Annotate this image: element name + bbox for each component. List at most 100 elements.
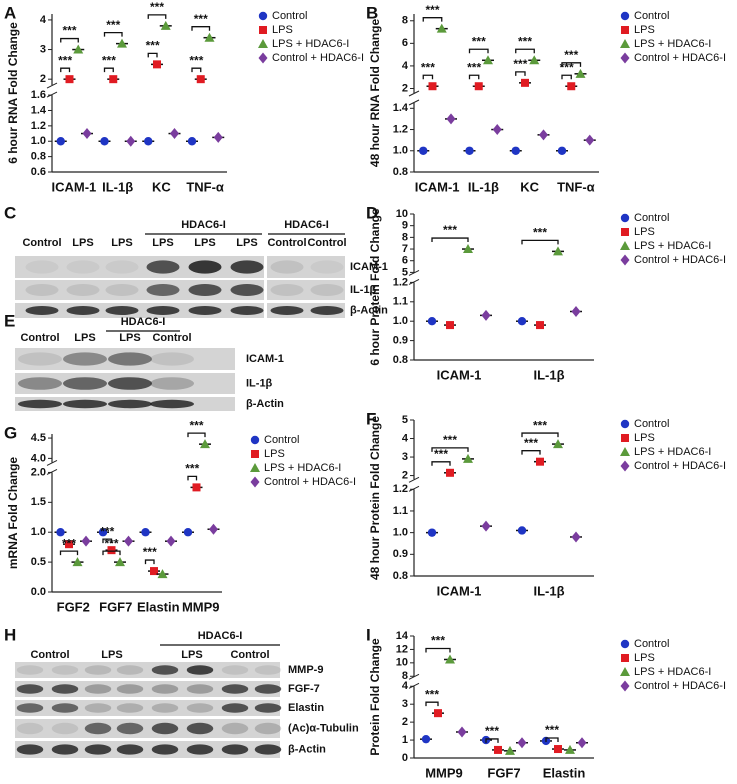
blot-band bbox=[230, 260, 264, 274]
marker bbox=[577, 737, 587, 749]
y-tick-label: 4.0 bbox=[31, 452, 46, 464]
significance-bracket bbox=[103, 67, 114, 73]
marker bbox=[81, 535, 91, 547]
marker bbox=[567, 82, 576, 91]
blot-band bbox=[310, 306, 344, 315]
panel-label: I bbox=[366, 625, 371, 644]
y-tick-label: 1.6 bbox=[31, 89, 46, 101]
significance-bracket bbox=[187, 475, 198, 481]
blot-band bbox=[270, 306, 304, 315]
blot-lane-label: Control bbox=[307, 237, 346, 249]
legend-label: LPS bbox=[634, 226, 655, 238]
legend-label: LPS + HDAC6-I bbox=[634, 38, 711, 50]
y-tick-label: 1.0 bbox=[393, 527, 408, 539]
y-tick-label: 1.2 bbox=[393, 123, 408, 135]
blot-row-label: β-Actin bbox=[350, 304, 388, 316]
y-axis-label: 48 hour Protein Fold Change bbox=[368, 416, 382, 580]
marker bbox=[192, 483, 201, 492]
blot-band bbox=[25, 284, 59, 296]
significance-bracket bbox=[103, 31, 123, 37]
axis-break bbox=[408, 99, 420, 106]
significance-label: *** bbox=[185, 462, 199, 476]
blot-band bbox=[84, 684, 112, 694]
significance-label: *** bbox=[421, 60, 435, 74]
marker bbox=[419, 146, 428, 155]
y-tick-label: 4 bbox=[402, 60, 409, 72]
blot-band bbox=[16, 684, 44, 694]
blot-row-label: (Ac)α-Tubulin bbox=[288, 722, 359, 734]
marker bbox=[517, 317, 527, 326]
significance-label: *** bbox=[533, 418, 547, 432]
x-tick-label: ICAM-1 bbox=[437, 367, 482, 382]
blot-lane-label: LPS bbox=[152, 237, 173, 249]
significance-label: *** bbox=[472, 34, 486, 48]
blot-band bbox=[150, 399, 194, 409]
legend-marker bbox=[620, 241, 630, 250]
blot-lane-label: LPS bbox=[119, 332, 140, 344]
y-tick-label: 2 bbox=[40, 73, 46, 85]
y-tick-label: 0.9 bbox=[393, 548, 408, 560]
blot-row-label: ICAM-1 bbox=[350, 261, 388, 273]
y-tick-label: 1.0 bbox=[31, 135, 46, 147]
x-tick-label: FGF2 bbox=[57, 599, 90, 614]
y-tick-label: 2.0 bbox=[31, 466, 46, 478]
y-tick-label: 0.0 bbox=[31, 586, 46, 598]
y-axis-label: 6 hour Protein Fold Change bbox=[368, 208, 382, 366]
legend-marker bbox=[620, 460, 630, 472]
y-tick-label: 1.2 bbox=[393, 483, 408, 495]
marker bbox=[196, 75, 205, 84]
significance-label: *** bbox=[189, 418, 203, 432]
y-tick-label: 1.4 bbox=[31, 104, 47, 116]
x-tick-label: IL-1β bbox=[468, 179, 499, 194]
blot-band bbox=[151, 684, 179, 694]
y-axis-label: mRNA Fold Change bbox=[6, 457, 20, 570]
blot-band bbox=[270, 284, 304, 296]
y-tick-label: 5 bbox=[402, 266, 408, 278]
marker bbox=[539, 129, 548, 141]
blot-band bbox=[310, 284, 344, 296]
blot-separator bbox=[264, 303, 267, 318]
legend-label: Control bbox=[634, 212, 669, 224]
blot-lane-label: Control bbox=[20, 332, 59, 344]
legend-marker bbox=[250, 435, 260, 445]
marker bbox=[505, 745, 515, 755]
blot-band bbox=[150, 377, 194, 390]
blot-row-label: MMP-9 bbox=[288, 664, 323, 676]
blot-group-label: HDAC6-I bbox=[181, 219, 226, 231]
marker bbox=[183, 528, 193, 537]
significance-label: *** bbox=[485, 724, 499, 738]
x-tick-label: TNF-α bbox=[557, 179, 595, 194]
panel-label: H bbox=[4, 625, 16, 644]
blot-band bbox=[254, 744, 282, 755]
significance-bracket bbox=[521, 450, 541, 455]
significance-bracket bbox=[147, 14, 167, 19]
y-tick-label: 5 bbox=[402, 414, 408, 426]
significance-bracket bbox=[147, 52, 158, 58]
blot-band bbox=[270, 260, 304, 274]
marker bbox=[536, 321, 544, 330]
x-tick-label: Elastin bbox=[137, 599, 180, 614]
legend-label: LPS + HDAC6-I bbox=[634, 446, 711, 458]
blot-lane-label: LPS bbox=[236, 237, 257, 249]
panel-label: D bbox=[366, 203, 378, 222]
blot-band bbox=[186, 665, 214, 675]
significance-bracket bbox=[431, 447, 469, 452]
marker bbox=[209, 523, 218, 535]
legend-label: Control bbox=[634, 418, 669, 430]
marker bbox=[213, 131, 223, 143]
y-tick-label: 6 bbox=[402, 37, 408, 49]
significance-bracket bbox=[468, 74, 480, 80]
x-tick-label: IL-1β bbox=[533, 583, 564, 598]
marker bbox=[65, 540, 73, 549]
significance-label: *** bbox=[104, 536, 118, 550]
blot-group-label: HDAC6-I bbox=[198, 630, 243, 642]
significance-label: *** bbox=[545, 723, 559, 737]
blot-lane-label: Control bbox=[152, 332, 191, 344]
blot-band bbox=[254, 722, 282, 735]
panel-label: B bbox=[366, 3, 378, 22]
blot-band bbox=[221, 744, 249, 755]
significance-label: *** bbox=[443, 433, 457, 447]
significance-label: *** bbox=[431, 634, 445, 648]
marker bbox=[427, 317, 437, 326]
blot-band bbox=[151, 665, 179, 675]
